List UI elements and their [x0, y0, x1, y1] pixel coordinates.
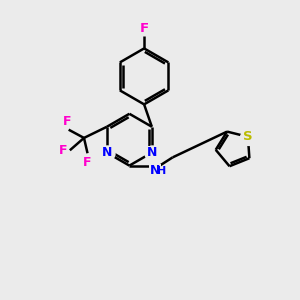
Text: N: N — [102, 146, 112, 159]
Text: F: F — [63, 115, 71, 128]
Text: S: S — [243, 130, 253, 143]
Text: F: F — [140, 22, 149, 35]
Text: H: H — [157, 166, 166, 176]
Text: N: N — [147, 146, 157, 159]
Text: F: F — [83, 156, 92, 169]
Text: F: F — [59, 144, 68, 157]
Text: N: N — [150, 164, 160, 177]
